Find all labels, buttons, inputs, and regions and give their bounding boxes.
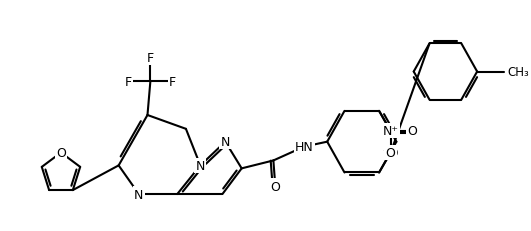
Text: F: F (169, 76, 176, 88)
Text: O: O (270, 180, 280, 193)
Text: HN: HN (295, 140, 313, 153)
Text: F: F (147, 52, 154, 65)
Text: O: O (407, 125, 417, 137)
Text: N: N (134, 188, 143, 201)
Text: O: O (386, 147, 396, 160)
Text: O: O (56, 146, 66, 159)
Text: F: F (125, 76, 132, 88)
Text: N: N (195, 159, 205, 172)
Text: CH₃: CH₃ (507, 66, 529, 79)
Text: N⁺: N⁺ (383, 125, 399, 137)
Text: ⁻O: ⁻O (382, 146, 399, 159)
Text: N: N (221, 136, 230, 149)
